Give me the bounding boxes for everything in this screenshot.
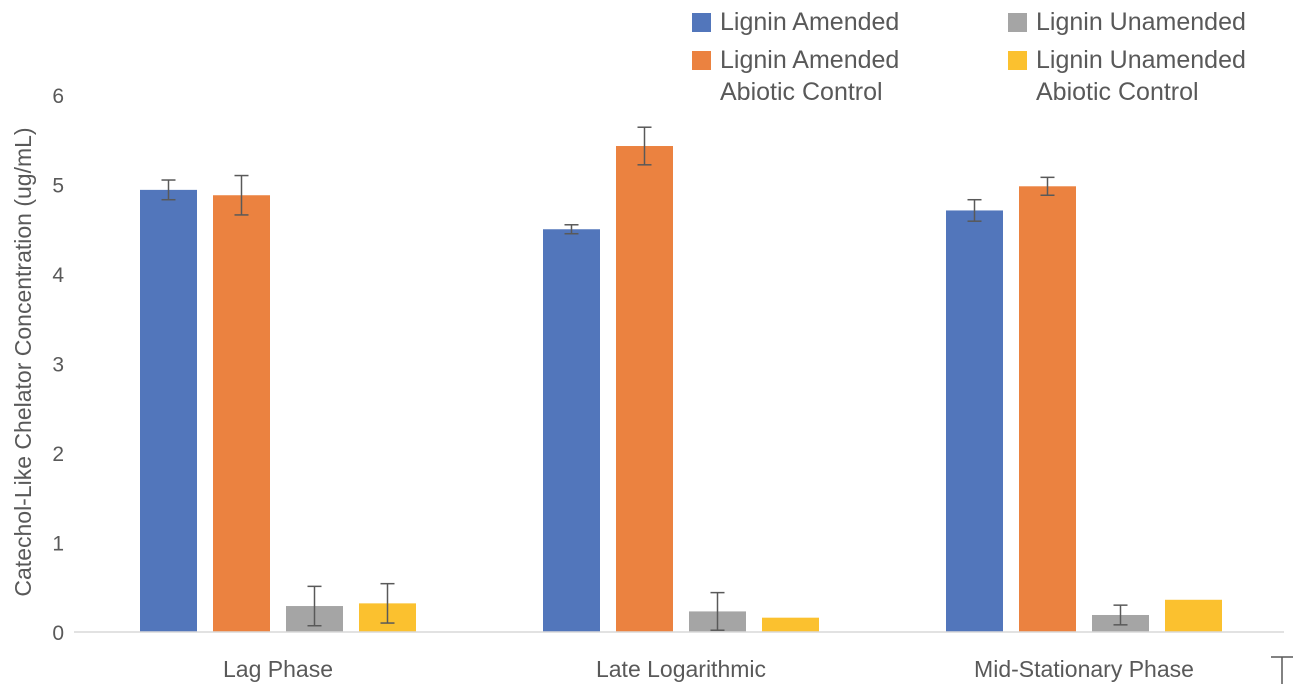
y-axis-title-group: Catechol-Like Chelator Concentration (ug… — [10, 127, 36, 596]
x-tick-label: Late Logarithmic — [596, 656, 766, 682]
error-bar-0-0 — [161, 179, 176, 201]
error-bar-2-2 — [1113, 604, 1128, 626]
bar-0-0 — [140, 189, 197, 632]
bar-0-1 — [543, 229, 600, 632]
legend-swatch-lignin-amended — [692, 13, 711, 32]
bar-1-1 — [616, 146, 673, 632]
legend-label-lignin-amended: Lignin Amended — [720, 8, 900, 36]
x-tick-label: Lag Phase — [223, 656, 333, 682]
x-axis-labels: Lag Phase Late Logarithmic Mid-Stationary … — [223, 656, 1194, 682]
y-tick-label: 4 — [52, 264, 64, 287]
legend: Lignin Amended Lignin Unamended Lignin A… — [692, 6, 1292, 116]
bar-1-2 — [1019, 186, 1076, 633]
legend-swatch-lignin-unamended — [1008, 13, 1027, 32]
bar-3-1 — [762, 617, 819, 632]
y-tick-label: 2 — [52, 443, 64, 466]
legend-label-lignin-amended-abiotic: Lignin Amended Abiotic Control — [720, 46, 900, 106]
error-bar-1-2 — [1040, 176, 1055, 196]
bar-1-0 — [213, 195, 270, 633]
legend-label-lignin-unamended: Lignin Unamended — [1036, 8, 1246, 36]
legend-item-lignin-unamended-abiotic: Lignin Unamended Abiotic Control — [1008, 44, 1246, 108]
error-bar-3-0 — [380, 582, 395, 624]
bars — [140, 146, 1222, 633]
error-bar-1-1 — [637, 126, 652, 166]
bar-0-2 — [946, 210, 1003, 632]
legend-swatch-lignin-amended-abiotic — [692, 51, 711, 70]
y-tick-label: 0 — [52, 622, 64, 645]
y-tick-label: 5 — [52, 175, 64, 198]
legend-label-lignin-unamended-abiotic: Lignin Unamended Abiotic Control — [1036, 46, 1246, 106]
error-bar-0-2 — [967, 198, 982, 222]
legend-swatch-lignin-unamended-abiotic — [1008, 51, 1027, 70]
bar-3-2 — [1165, 599, 1222, 632]
y-tick-label: 6 — [52, 85, 64, 108]
error-bar-2-1 — [710, 591, 725, 631]
y-tick-label: 1 — [52, 533, 64, 556]
x-tick-label: Mid-Stationary Phase — [974, 656, 1194, 682]
y-tick-label: 3 — [52, 354, 64, 377]
error-bar-0-1 — [564, 224, 579, 235]
y-axis-ticks: 0 1 2 3 4 5 6 — [52, 85, 64, 645]
error-bar-1-0 — [234, 174, 249, 216]
error-bar-2-0 — [307, 585, 322, 627]
legend-item-lignin-amended: Lignin Amended — [692, 6, 899, 38]
error-bars — [161, 126, 1128, 631]
legend-item-lignin-unamended: Lignin Unamended — [1008, 6, 1246, 38]
legend-item-lignin-amended-abiotic: Lignin Amended Abiotic Control — [692, 44, 899, 108]
t-shaped-mark — [1271, 656, 1293, 684]
y-axis-title: Catechol-Like Chelator Concentration (ug… — [10, 127, 36, 596]
